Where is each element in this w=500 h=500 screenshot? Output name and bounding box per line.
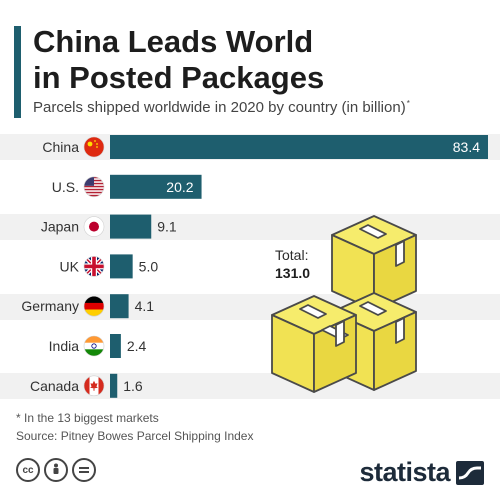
row-band-china bbox=[0, 134, 500, 160]
chart-subtitle: Parcels shipped worldwide in 2020 by cou… bbox=[33, 99, 410, 116]
category-label-uk: UK bbox=[60, 258, 80, 274]
row-band-germany bbox=[0, 294, 500, 320]
category-label-india: India bbox=[49, 338, 80, 354]
category-label-u-s: U.S. bbox=[52, 179, 79, 195]
title-accent-bar bbox=[14, 26, 21, 118]
no-derivatives-icon[interactable] bbox=[72, 458, 96, 482]
row-band-canada bbox=[0, 373, 500, 399]
uk-flag-icon bbox=[83, 256, 105, 277]
statista-logo[interactable]: statista bbox=[359, 457, 484, 488]
subtitle-footnote-marker: * bbox=[406, 99, 410, 108]
bar-uk bbox=[110, 254, 133, 279]
bar-india bbox=[110, 334, 121, 358]
value-label-u-s: 20.2 bbox=[166, 179, 193, 195]
chart-title: China Leads World in Posted Packages bbox=[33, 24, 473, 96]
row-band-japan bbox=[0, 214, 500, 240]
bar-u-s bbox=[110, 174, 202, 199]
title-line-2: in Posted Packages bbox=[33, 60, 325, 95]
us-flag-icon bbox=[83, 176, 105, 198]
creative-commons-icon[interactable]: cc bbox=[16, 458, 40, 482]
attribution-icon[interactable] bbox=[44, 458, 68, 482]
total-label: Total: bbox=[275, 247, 308, 263]
license-icons: cc bbox=[16, 458, 96, 482]
statista-wave-icon bbox=[456, 460, 484, 485]
footnote: * In the 13 biggest markets bbox=[16, 411, 159, 425]
total-value: 131.0 bbox=[275, 265, 310, 281]
title-line-1: China Leads World bbox=[33, 24, 314, 59]
source-note: Source: Pitney Bowes Parcel Shipping Ind… bbox=[16, 429, 254, 443]
statista-wordmark: statista bbox=[359, 457, 450, 487]
value-label-uk: 5.0 bbox=[139, 258, 159, 274]
india-flag-icon bbox=[83, 335, 105, 357]
value-label-india: 2.4 bbox=[127, 338, 147, 354]
subtitle-text: Parcels shipped worldwide in 2020 by cou… bbox=[33, 99, 406, 116]
